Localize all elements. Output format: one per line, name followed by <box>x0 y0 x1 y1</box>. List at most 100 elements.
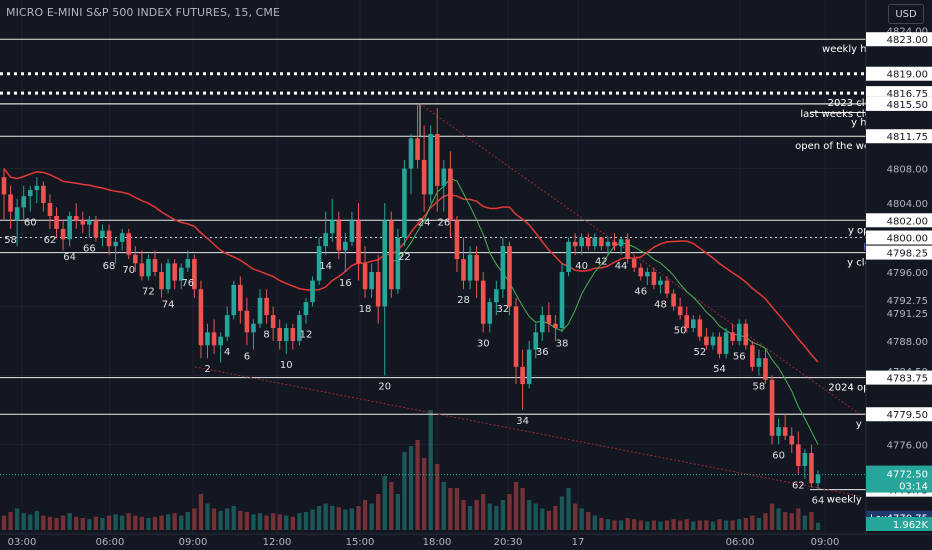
volume-bar <box>205 503 210 530</box>
candle-body <box>428 134 433 195</box>
volume-bar <box>389 482 394 530</box>
candle <box>41 181 46 212</box>
volume-bar <box>599 518 604 530</box>
candle-body <box>67 215 72 240</box>
volume-bar <box>165 514 171 530</box>
candle-body <box>395 237 401 290</box>
volume-bar <box>362 500 368 530</box>
candle <box>119 228 125 251</box>
candle <box>60 220 66 251</box>
volume-bar <box>467 506 473 530</box>
candle-body <box>474 254 479 281</box>
candle-body <box>599 237 604 247</box>
candle <box>664 276 670 298</box>
volume-bar <box>527 500 532 530</box>
volume-bar <box>192 508 197 530</box>
level-price-tag <box>866 213 932 228</box>
level-price-tag <box>866 129 932 144</box>
candle-body <box>415 138 420 160</box>
candle <box>362 246 368 298</box>
candle-body <box>402 168 407 238</box>
candle <box>67 211 72 247</box>
candle-body <box>238 284 243 311</box>
currency-button[interactable]: USD <box>888 4 924 24</box>
candle <box>763 349 768 385</box>
candle-body <box>257 297 263 324</box>
candle <box>572 233 578 255</box>
level-price-tag-text: 4823.00 <box>887 35 928 46</box>
candle-body <box>303 302 309 316</box>
volume-bar <box>632 519 637 530</box>
candle-body <box>54 215 59 229</box>
level-price-tag <box>866 32 932 47</box>
volume-bar <box>402 452 407 530</box>
candle <box>704 328 709 350</box>
candle <box>100 224 105 247</box>
bar-count-label: 64 <box>812 496 825 507</box>
candle-body <box>349 220 355 242</box>
volume-bar <box>704 520 709 530</box>
volume-bar <box>710 521 716 530</box>
volume-bar <box>579 508 584 530</box>
candle <box>553 315 558 341</box>
level-price-tag-text: 4779.50 <box>887 410 928 421</box>
candles <box>1 103 821 490</box>
bar-count-label: 72 <box>142 287 155 298</box>
volume-bar <box>152 516 158 530</box>
bar-count-label: 60 <box>24 218 37 229</box>
candle <box>146 254 151 281</box>
volume-bar <box>225 508 230 530</box>
bar-count-label: 10 <box>280 360 293 371</box>
candle-body <box>526 349 532 385</box>
volume-bar <box>146 518 151 530</box>
candle <box>494 280 499 316</box>
volume-bar <box>743 518 748 530</box>
candle-body <box>73 215 79 221</box>
candle <box>677 297 683 320</box>
candle-body <box>612 241 617 247</box>
level-lines <box>0 38 866 491</box>
candle <box>415 103 420 169</box>
volume-bar <box>218 510 223 530</box>
level-price-tag-text: 4811.75 <box>887 132 928 143</box>
candle <box>690 315 696 333</box>
candle-body <box>546 315 552 324</box>
volume-bar <box>507 494 512 530</box>
candle-body <box>461 259 466 281</box>
candle-body <box>618 239 624 247</box>
time-axis[interactable]: 03:00 06:00 09:00 12:00 15:00 18:00 20:30 17 06:… <box>8 537 840 548</box>
candle <box>645 267 650 285</box>
candle-body <box>192 259 197 290</box>
candle-body <box>264 297 269 316</box>
volume-bar <box>513 482 519 530</box>
candle <box>349 211 355 247</box>
candle <box>776 418 781 445</box>
moving-average-red <box>3 168 819 363</box>
price-tick-label: 4776.00 <box>887 440 928 451</box>
candle <box>684 306 690 333</box>
volume-bar <box>763 513 768 530</box>
candle <box>224 306 230 341</box>
volume-bar <box>658 521 663 530</box>
volume-bar <box>586 512 591 530</box>
volume-bar <box>14 508 20 530</box>
candle-body <box>487 302 493 324</box>
candle <box>421 125 427 212</box>
volume-bar <box>809 512 814 530</box>
volume-bar <box>34 510 39 530</box>
candle-body <box>172 263 177 281</box>
volume-bar <box>369 503 374 530</box>
candle <box>87 215 92 238</box>
volume-bar <box>684 519 689 530</box>
volume-bar <box>60 515 66 530</box>
candle-body <box>343 241 348 251</box>
candle <box>8 185 13 229</box>
candle-body <box>566 241 571 272</box>
candle-body <box>756 358 762 367</box>
bar-count-label: 20 <box>378 381 391 392</box>
candle-body <box>34 185 40 191</box>
volume-bar <box>566 488 571 530</box>
volume-bar <box>211 508 217 530</box>
